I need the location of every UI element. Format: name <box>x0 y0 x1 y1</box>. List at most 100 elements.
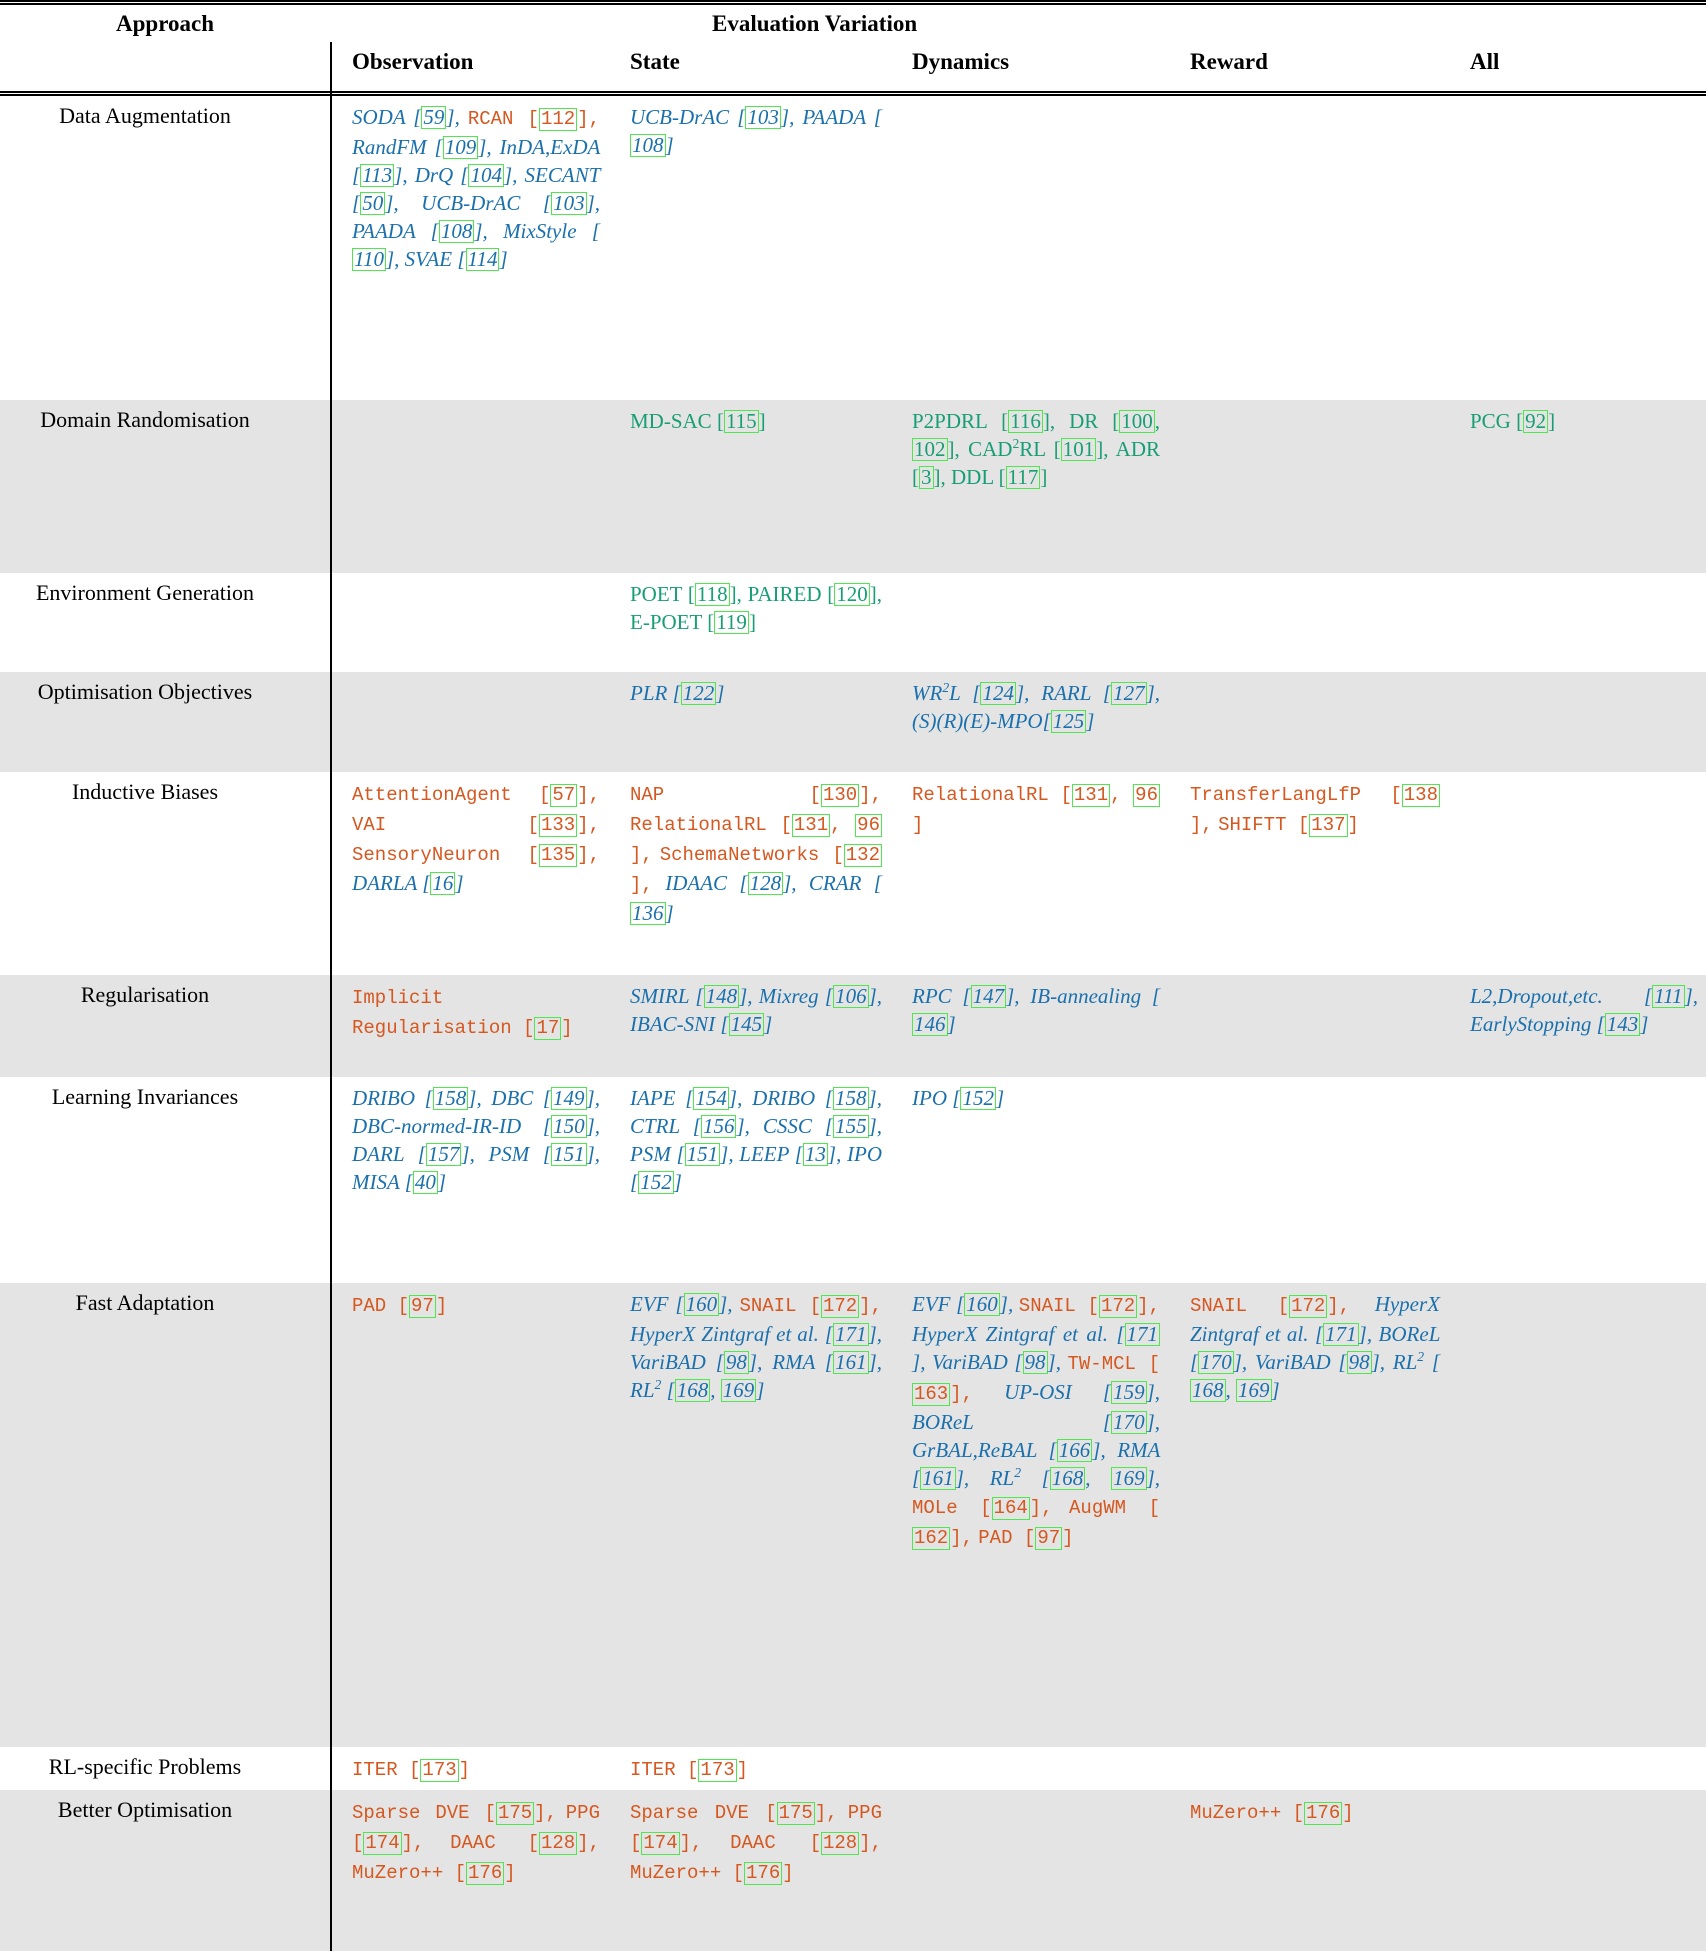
citation-ref[interactable]: 109 <box>442 135 479 159</box>
citation-ref[interactable]: 92 <box>1523 409 1549 433</box>
citation-ref[interactable]: 128 <box>820 1832 860 1855</box>
citation-ref[interactable]: 138 <box>1401 784 1440 807</box>
citation-ref[interactable]: 131 <box>791 814 831 837</box>
citation-ref[interactable]: 176 <box>1304 1802 1343 1825</box>
citation-ref[interactable]: 173 <box>420 1759 459 1782</box>
citation-ref[interactable]: 162 <box>912 1527 951 1550</box>
citation-ref[interactable]: 108 <box>438 219 475 243</box>
citation-ref[interactable]: 169 <box>1236 1378 1272 1402</box>
citation-ref[interactable]: 173 <box>698 1759 737 1782</box>
citation-ref[interactable]: 176 <box>466 1862 505 1885</box>
citation-ref[interactable]: 125 <box>1050 709 1087 733</box>
citation-ref[interactable]: 118 <box>694 582 730 606</box>
citation-ref[interactable]: 114 <box>465 247 500 271</box>
citation-ref[interactable]: 127 <box>1111 681 1147 705</box>
citation-ref[interactable]: 103 <box>551 191 587 215</box>
citation-ref[interactable]: 40 <box>412 1170 438 1194</box>
citation-ref[interactable]: 98 <box>1346 1350 1372 1374</box>
citation-ref[interactable]: 146 <box>912 1012 948 1036</box>
citation-ref[interactable]: 164 <box>991 1497 1030 1520</box>
citation-ref[interactable]: 112 <box>538 108 578 131</box>
citation-ref[interactable]: 171 <box>1124 1322 1160 1346</box>
citation-ref[interactable]: 175 <box>495 1802 535 1825</box>
citation-ref[interactable]: 145 <box>728 1012 765 1036</box>
citation-ref[interactable]: 3 <box>919 465 934 489</box>
citation-ref[interactable]: 101 <box>1060 437 1097 461</box>
citation-ref[interactable]: 159 <box>1111 1380 1147 1404</box>
citation-ref[interactable]: 120 <box>834 582 870 606</box>
citation-ref[interactable]: 135 <box>538 844 578 867</box>
citation-ref[interactable]: 133 <box>538 814 578 837</box>
citation-ref[interactable]: 96 <box>855 814 882 837</box>
citation-ref[interactable]: 172 <box>820 1295 860 1318</box>
citation-ref[interactable]: 150 <box>551 1114 587 1138</box>
citation-ref[interactable]: 148 <box>703 984 740 1008</box>
citation-ref[interactable]: 172 <box>1098 1295 1138 1318</box>
citation-ref[interactable]: 176 <box>744 1862 783 1885</box>
citation-ref[interactable]: 117 <box>1005 465 1041 489</box>
citation-ref[interactable]: 96 <box>1133 784 1160 807</box>
citation-ref[interactable]: 175 <box>776 1802 815 1825</box>
citation-ref[interactable]: 17 <box>534 1017 562 1040</box>
citation-ref[interactable]: 111 <box>1652 984 1685 1008</box>
citation-ref[interactable]: 13 <box>802 1142 828 1166</box>
citation-ref[interactable]: 103 <box>745 105 781 129</box>
citation-ref[interactable]: 147 <box>970 984 1007 1008</box>
citation-ref[interactable]: 102 <box>912 437 948 461</box>
citation-ref[interactable]: 170 <box>1198 1350 1234 1374</box>
citation-ref[interactable]: 136 <box>630 901 666 925</box>
citation-ref[interactable]: 59 <box>421 105 447 129</box>
citation-ref[interactable]: 97 <box>1035 1527 1063 1550</box>
citation-ref[interactable]: 170 <box>1111 1410 1147 1434</box>
citation-ref[interactable]: 172 <box>1289 1295 1328 1318</box>
citation-ref[interactable]: 57 <box>550 784 578 807</box>
citation-ref[interactable]: 106 <box>833 984 869 1008</box>
citation-ref[interactable]: 171 <box>1323 1322 1359 1346</box>
citation-ref[interactable]: 113 <box>360 163 395 187</box>
citation-ref[interactable]: 119 <box>714 610 749 634</box>
citation-ref[interactable]: 160 <box>964 1292 1000 1316</box>
citation-ref[interactable]: 168 <box>674 1378 711 1402</box>
citation-ref[interactable]: 174 <box>363 1832 402 1855</box>
citation-ref[interactable]: 154 <box>693 1086 729 1110</box>
citation-ref[interactable]: 104 <box>468 163 504 187</box>
citation-ref[interactable]: 161 <box>833 1350 869 1374</box>
citation-ref[interactable]: 108 <box>630 133 666 157</box>
citation-ref[interactable]: 151 <box>551 1142 587 1166</box>
citation-ref[interactable]: 98 <box>1022 1350 1048 1374</box>
citation-ref[interactable]: 151 <box>684 1142 721 1166</box>
citation-ref[interactable]: 110 <box>352 247 386 271</box>
citation-ref[interactable]: 16 <box>430 871 456 895</box>
citation-ref[interactable]: 98 <box>723 1350 749 1374</box>
citation-ref[interactable]: 100 <box>1119 409 1155 433</box>
citation-ref[interactable]: 152 <box>638 1170 674 1194</box>
citation-ref[interactable]: 132 <box>843 844 882 867</box>
citation-ref[interactable]: 152 <box>960 1086 996 1110</box>
citation-ref[interactable]: 158 <box>432 1086 469 1110</box>
citation-ref[interactable]: 124 <box>980 681 1016 705</box>
citation-ref[interactable]: 163 <box>912 1383 951 1406</box>
citation-ref[interactable]: 161 <box>920 1466 956 1490</box>
citation-ref[interactable]: 149 <box>551 1086 587 1110</box>
citation-ref[interactable]: 115 <box>723 409 759 433</box>
citation-ref[interactable]: 157 <box>425 1142 462 1166</box>
citation-ref[interactable]: 130 <box>820 784 860 807</box>
citation-ref[interactable]: 160 <box>683 1292 720 1316</box>
citation-ref[interactable]: 168 <box>1049 1466 1086 1490</box>
citation-ref[interactable]: 131 <box>1071 784 1111 807</box>
citation-ref[interactable]: 156 <box>700 1114 737 1138</box>
citation-ref[interactable]: 169 <box>720 1378 757 1402</box>
citation-ref[interactable]: 116 <box>1008 409 1043 433</box>
citation-ref[interactable]: 171 <box>833 1322 869 1346</box>
citation-ref[interactable]: 128 <box>538 1832 578 1855</box>
citation-ref[interactable]: 137 <box>1309 814 1348 837</box>
citation-ref[interactable]: 158 <box>833 1086 869 1110</box>
citation-ref[interactable]: 122 <box>680 681 717 705</box>
citation-ref[interactable]: 169 <box>1111 1466 1147 1490</box>
citation-ref[interactable]: 168 <box>1190 1378 1226 1402</box>
citation-ref[interactable]: 128 <box>747 871 784 895</box>
citation-ref[interactable]: 174 <box>641 1832 680 1855</box>
citation-ref[interactable]: 97 <box>409 1295 436 1318</box>
citation-ref[interactable]: 143 <box>1604 1012 1641 1036</box>
citation-ref[interactable]: 166 <box>1056 1438 1093 1462</box>
